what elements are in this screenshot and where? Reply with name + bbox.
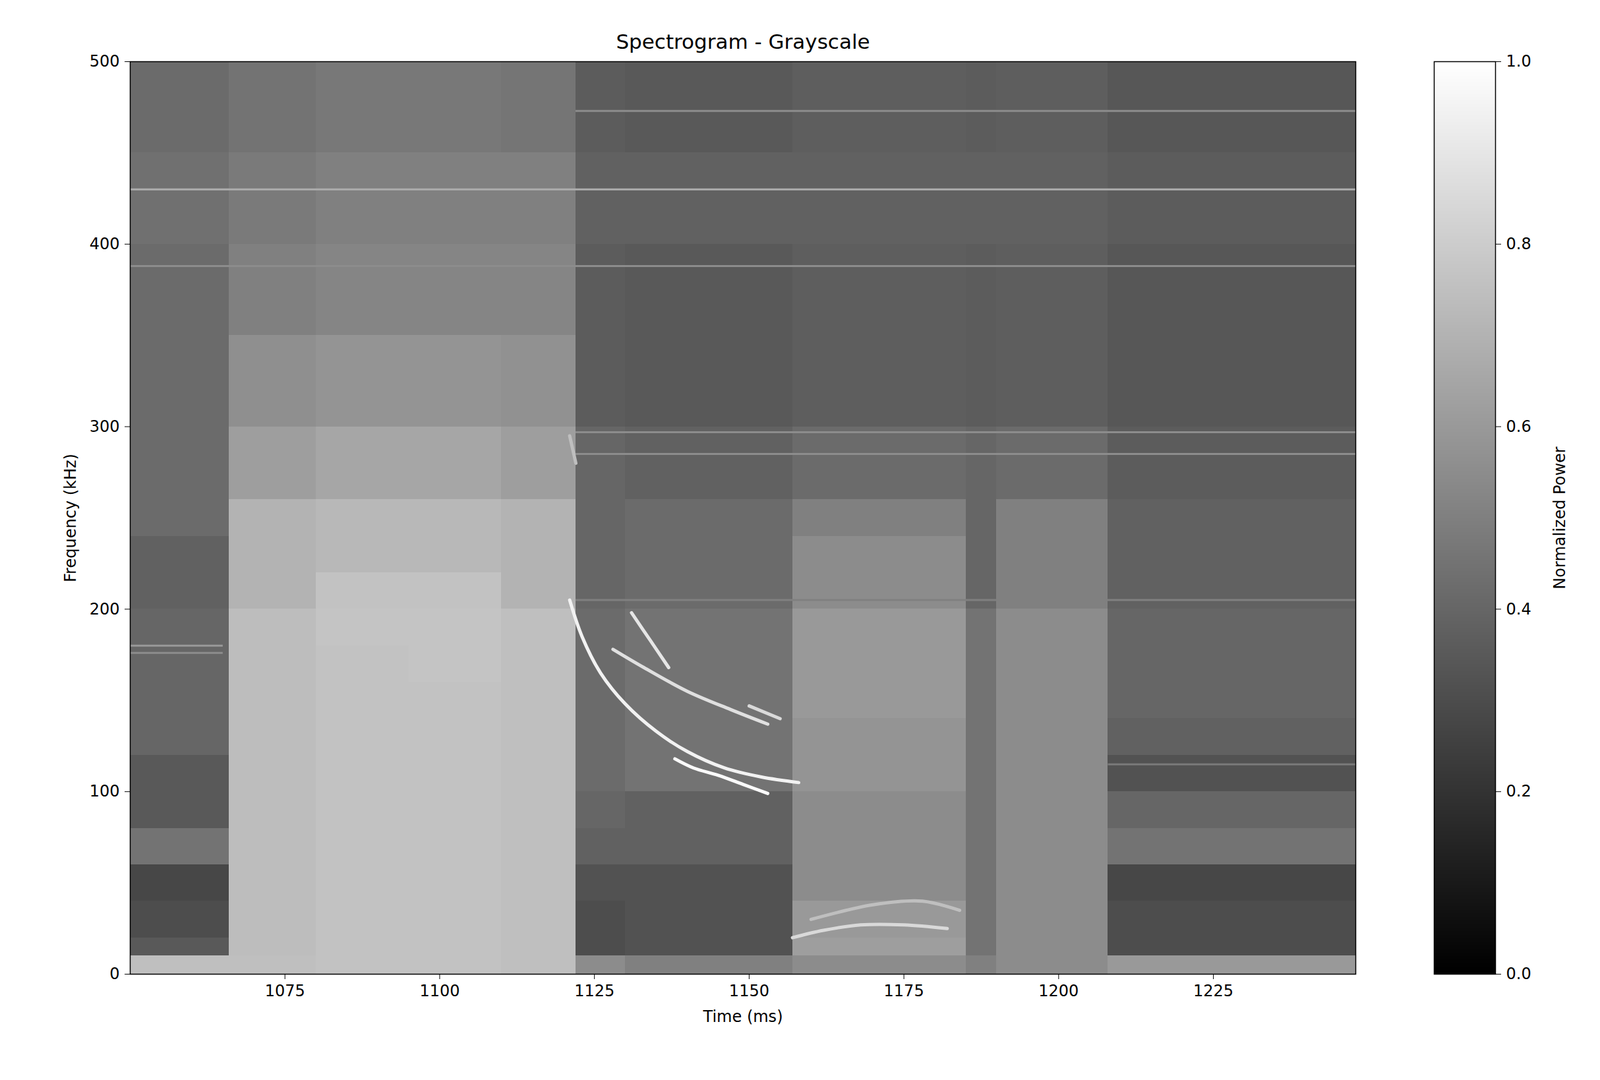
svg-text:1175: 1175 — [884, 981, 925, 1001]
svg-text:1125: 1125 — [574, 981, 615, 1001]
svg-text:0.2: 0.2 — [1506, 781, 1532, 801]
svg-text:1150: 1150 — [729, 981, 770, 1001]
svg-text:0.0: 0.0 — [1506, 964, 1532, 983]
svg-text:0.6: 0.6 — [1506, 417, 1532, 436]
svg-text:300: 300 — [89, 417, 120, 436]
svg-text:200: 200 — [89, 599, 120, 619]
svg-text:1075: 1075 — [265, 981, 306, 1001]
svg-text:1200: 1200 — [1038, 981, 1079, 1001]
svg-text:1100: 1100 — [419, 981, 460, 1001]
svg-text:1.0: 1.0 — [1506, 52, 1532, 71]
svg-text:400: 400 — [89, 234, 120, 254]
svg-text:Normalized Power: Normalized Power — [1550, 446, 1570, 589]
svg-text:Spectrogram - Grayscale: Spectrogram - Grayscale — [615, 29, 870, 54]
svg-text:1225: 1225 — [1193, 981, 1234, 1001]
svg-text:500: 500 — [89, 52, 120, 71]
svg-text:100: 100 — [89, 781, 120, 801]
svg-text:0.8: 0.8 — [1506, 234, 1532, 254]
svg-text:0.4: 0.4 — [1506, 599, 1532, 619]
svg-text:Time (ms): Time (ms) — [702, 1007, 784, 1026]
svg-text:Frequency (kHz): Frequency (kHz) — [61, 453, 80, 583]
svg-text:0: 0 — [109, 964, 120, 983]
